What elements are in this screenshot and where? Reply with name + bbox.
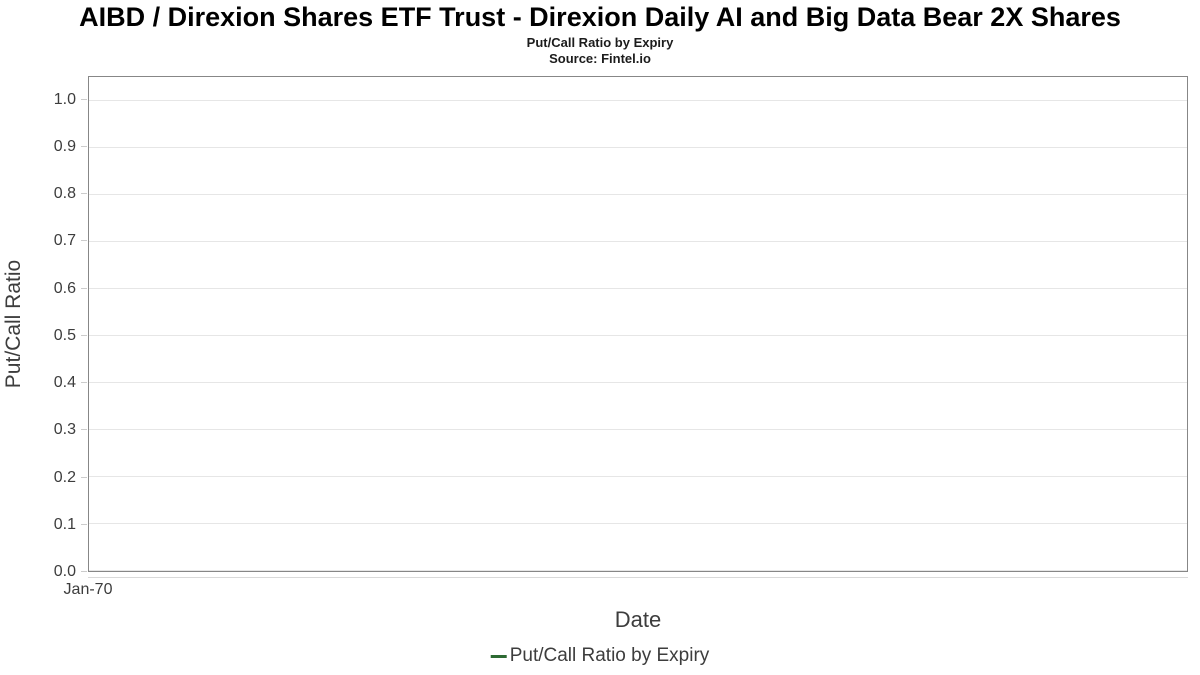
y-tick-mark: [81, 476, 87, 478]
y-gridline: [89, 334, 1187, 336]
y-tick-label: 0.9: [53, 137, 76, 155]
y-gridline: [89, 287, 1187, 289]
y-tick-label: 0.6: [53, 279, 76, 297]
plot-area: [88, 76, 1188, 572]
y-gridline: [89, 428, 1187, 430]
y-gridline: [89, 240, 1187, 242]
y-tick-label: 0.5: [53, 326, 76, 344]
y-gridline: [89, 146, 1187, 148]
y-tick-label: 0.2: [53, 468, 76, 486]
y-gridline: [89, 193, 1187, 195]
legend-line-marker: [490, 654, 507, 658]
y-tick-label: 0.1: [53, 515, 76, 533]
chart-source: Source: Fintel.io: [549, 51, 651, 66]
y-tick-label: 0.8: [53, 185, 76, 203]
y-tick-label: 1.0: [53, 90, 76, 108]
y-tick-mark: [81, 429, 87, 431]
y-gridline: [89, 381, 1187, 383]
chart-title: AIBD / Direxion Shares ETF Trust - Direx…: [79, 2, 1121, 32]
y-tick-mark: [81, 145, 87, 147]
y-tick-mark: [81, 523, 87, 525]
y-tick-mark: [81, 287, 87, 289]
y-gridline: [89, 522, 1187, 524]
y-tick-label: 0.3: [53, 421, 76, 439]
legend: Put/Call Ratio by Expiry: [490, 645, 710, 667]
y-tick-mark: [81, 334, 87, 336]
y-tick-label: 0.0: [53, 563, 76, 580]
x-axis-title: Date: [614, 607, 662, 632]
y-tick-mark: [81, 98, 87, 100]
y-tick-mark: [81, 240, 87, 242]
y-tick-label: 0.7: [53, 232, 76, 250]
legend-series-label: Put/Call Ratio by Expiry: [509, 645, 710, 666]
y-axis-title: Put/Call Ratio: [2, 259, 25, 389]
x-tick-label: Jan-70: [63, 581, 113, 598]
x-axis-line: [88, 577, 1188, 578]
y-gridline: [89, 99, 1187, 101]
y-tick-label: 0.4: [53, 374, 76, 392]
chart-subtitle: Put/Call Ratio by Expiry: [526, 35, 674, 50]
y-tick-mark: [81, 382, 87, 384]
y-tick-mark: [81, 193, 87, 195]
y-axis: 0.0 0.1 0.2 0.3 0.4 0.5 0.6 0.7 0.8 0.9 1.0: [0, 76, 88, 580]
y-gridline: [89, 570, 1187, 571]
y-gridline: [89, 475, 1187, 477]
y-tick-mark: [81, 571, 87, 572]
